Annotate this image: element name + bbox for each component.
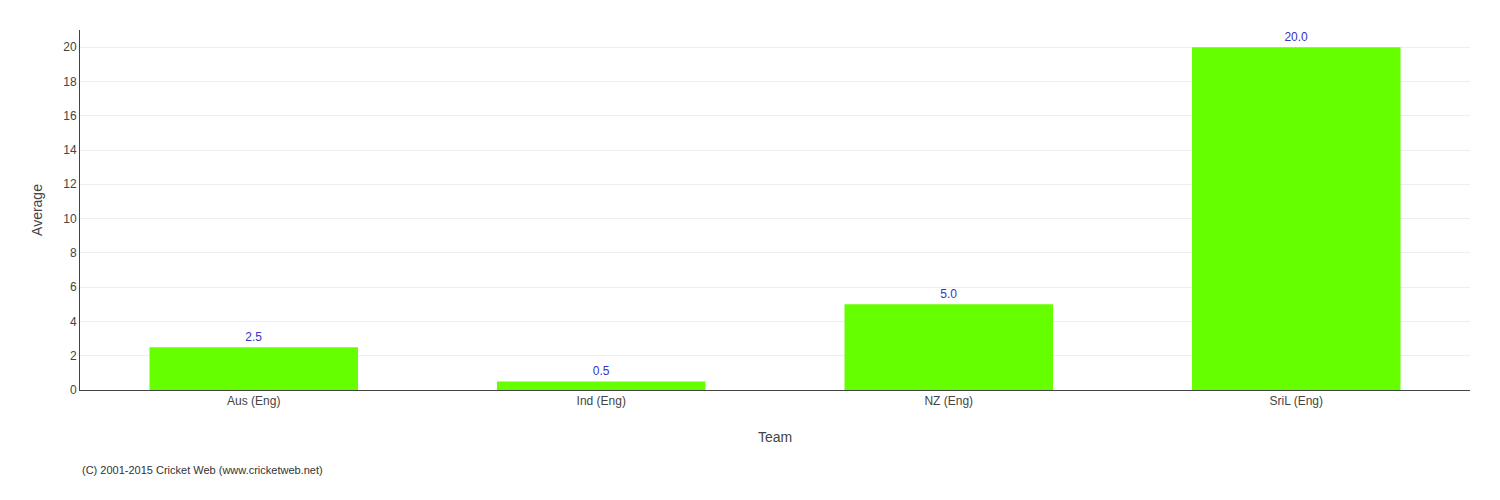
svg-text:6: 6: [70, 280, 77, 294]
svg-text:14: 14: [63, 143, 77, 157]
svg-text:20.0: 20.0: [1284, 30, 1308, 44]
svg-text:5.0: 5.0: [940, 287, 957, 301]
svg-text:8: 8: [70, 246, 77, 260]
svg-text:(C) 2001-2015 Cricket Web (www: (C) 2001-2015 Cricket Web (www.cricketwe…: [82, 464, 323, 476]
svg-text:18: 18: [63, 75, 77, 89]
svg-text:12: 12: [63, 177, 77, 191]
svg-text:16: 16: [63, 109, 77, 123]
svg-text:0.5: 0.5: [593, 364, 610, 378]
svg-text:Average: Average: [29, 184, 45, 236]
svg-text:SriL (Eng): SriL (Eng): [1269, 394, 1323, 408]
svg-text:0: 0: [70, 383, 77, 397]
svg-text:NZ (Eng): NZ (Eng): [924, 394, 973, 408]
svg-text:2: 2: [70, 349, 77, 363]
svg-text:Team: Team: [758, 429, 792, 445]
svg-text:Aus (Eng): Aus (Eng): [227, 394, 280, 408]
svg-text:4: 4: [70, 315, 77, 329]
svg-text:10: 10: [63, 212, 77, 226]
svg-text:2.5: 2.5: [245, 330, 262, 344]
svg-text:20: 20: [63, 40, 77, 54]
svg-text:Ind (Eng): Ind (Eng): [577, 394, 626, 408]
